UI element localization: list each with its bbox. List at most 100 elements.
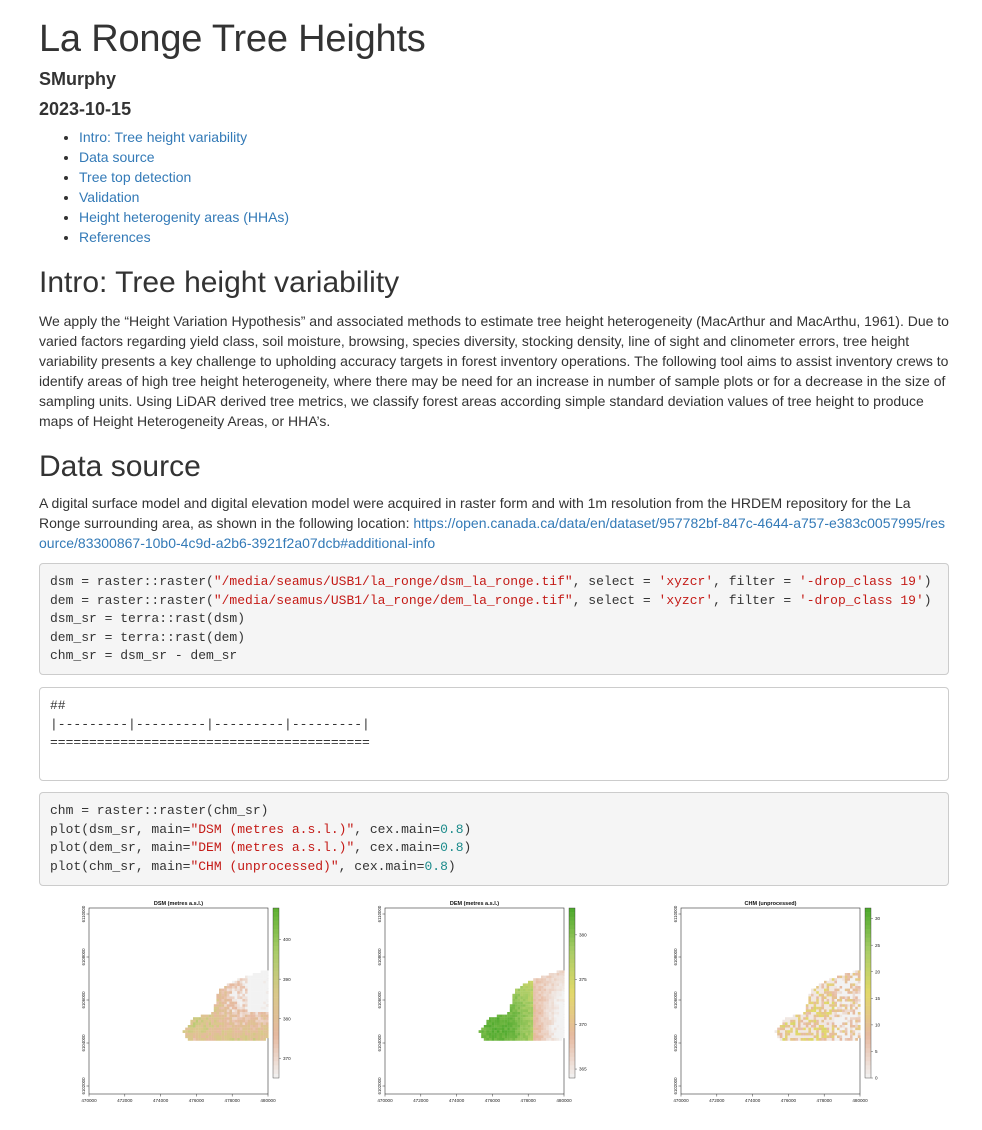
toc-link-validation[interactable]: Validation xyxy=(79,189,140,205)
legend-swatch xyxy=(865,1018,871,1023)
x-tick-label: 478000 xyxy=(521,1098,537,1103)
plot-title: DSM (metres a.s.l.) xyxy=(154,901,203,907)
intro-paragraph: We apply the “Height Variation Hypothesi… xyxy=(39,313,949,429)
legend-swatch xyxy=(273,963,279,968)
code-token: ) xyxy=(923,574,932,589)
legend-swatch xyxy=(273,929,279,934)
legend-swatch xyxy=(865,993,871,998)
legend-swatch xyxy=(865,946,871,951)
legend-swatch xyxy=(273,1010,279,1015)
code-block-plot-line: plot(dem_sr, main="DEM (metres a.s.l.)",… xyxy=(50,839,938,858)
legend-swatch xyxy=(569,920,575,926)
dsm-raster-plot: DSM (metres a.s.l.) 470000 472000 474000 476… xyxy=(81,901,291,1103)
legend-swatch xyxy=(273,1031,279,1036)
plot-title: CHM (unprocessed) xyxy=(745,901,797,907)
legend-swatch xyxy=(273,912,279,917)
legend-tick-label: 5 xyxy=(875,1049,878,1054)
toc-item: Data source xyxy=(79,147,289,167)
legend-tick-label: 365 xyxy=(579,1067,587,1072)
toc-link-references[interactable]: References xyxy=(79,229,151,245)
toc-link-data-source[interactable]: Data source xyxy=(79,149,155,165)
legend-swatch xyxy=(273,976,279,981)
x-tick-label: 474000 xyxy=(449,1098,465,1103)
toc-item: Validation xyxy=(79,187,289,207)
chm-raster-plot: CHM (unprocessed) 470000 472000 474000 47600… xyxy=(673,901,881,1103)
legend-swatch xyxy=(569,967,575,972)
legend-swatch xyxy=(865,1039,871,1045)
y-tick-label: 6102000 xyxy=(673,1077,678,1095)
legend-swatch xyxy=(273,942,279,947)
code-token: , select = xyxy=(572,592,659,608)
legend-swatch xyxy=(865,1056,871,1062)
legend-swatch xyxy=(273,1044,279,1049)
y-tick-label: 6106000 xyxy=(673,991,678,1009)
code-block-plot: chm = raster::raster(chm_sr)plot(dsm_sr,… xyxy=(39,792,949,886)
date: 2023-10-15 xyxy=(39,99,132,119)
legend-swatch xyxy=(865,920,871,926)
legend-swatch xyxy=(273,1061,279,1066)
legend-swatch xyxy=(273,1018,279,1023)
legend-swatch xyxy=(273,937,279,943)
legend-swatch xyxy=(865,980,871,985)
code-token: , cex.main= xyxy=(338,858,425,874)
code-token: "CHM (unprocessed)" xyxy=(190,858,339,874)
author: SMurphy xyxy=(39,69,117,89)
code-token: dsm_sr = terra::rast(dsm) xyxy=(50,611,246,626)
legend-swatch xyxy=(865,933,871,938)
legend-swatch xyxy=(865,1061,871,1066)
legend-swatch xyxy=(273,1022,279,1028)
raster-cells xyxy=(478,970,565,1041)
legend-swatch xyxy=(273,1039,279,1045)
code-block-plot-line: chm = raster::raster(chm_sr) xyxy=(50,802,938,821)
legend-swatch xyxy=(569,925,575,930)
code-token: ) xyxy=(463,840,472,855)
legend-swatch xyxy=(273,967,279,972)
legend-swatch xyxy=(865,1014,871,1019)
legend-swatch xyxy=(569,937,575,943)
legend-swatch xyxy=(273,1048,279,1053)
code-token: "/media/seamus/USB1/la_ronge/dem_la_rong… xyxy=(213,592,573,608)
legend-swatch xyxy=(569,980,575,985)
code-output-progress: ## |---------|---------|---------|-------… xyxy=(39,687,949,781)
legend-swatch xyxy=(569,1044,575,1049)
legend-swatch xyxy=(569,1035,575,1040)
y-tick-label: 6108000 xyxy=(673,948,678,966)
code-token: '-drop_class 19' xyxy=(798,592,924,608)
legend-swatch xyxy=(865,1035,871,1040)
legend-tick-label: 25 xyxy=(875,943,881,948)
y-tick-label: 6104000 xyxy=(377,1034,382,1052)
legend-swatch xyxy=(273,1065,279,1070)
x-tick-label: 480000 xyxy=(852,1098,868,1103)
code-token: chm_sr = dsm_sr - dem_sr xyxy=(50,648,238,663)
data-source-link[interactable]: https://open.canada.ca/data/en/dataset/9… xyxy=(39,515,945,551)
code-block-plot-line: plot(dsm_sr, main="DSM (metres a.s.l.)",… xyxy=(50,821,938,840)
x-tick-label: 472000 xyxy=(709,1098,725,1103)
legend-swatch xyxy=(865,1069,871,1074)
x-tick-label: 470000 xyxy=(81,1098,97,1103)
x-tick-label: 478000 xyxy=(817,1098,833,1103)
legend-swatch xyxy=(569,1018,575,1023)
y-tick-label: 6108000 xyxy=(81,948,86,966)
toc-link-tree-top-detection[interactable]: Tree top detection xyxy=(79,169,192,185)
y-tick-label: 6110000 xyxy=(81,905,86,922)
code-block-load-rasters-line: dem_sr = terra::rast(dem) xyxy=(50,629,938,648)
legend-swatch xyxy=(865,912,871,917)
toc-link-hhas[interactable]: Height heterogenity areas (HHAs) xyxy=(79,209,290,225)
code-block-plot-line: plot(chm_sr, main="CHM (unprocessed)", c… xyxy=(50,858,938,877)
section-heading-data-source: Data source xyxy=(39,450,201,483)
legend-swatch xyxy=(273,971,279,977)
legend-swatch xyxy=(569,912,575,917)
legend-swatch xyxy=(865,1010,871,1015)
legend-swatch xyxy=(273,993,279,998)
x-tick-label: 474000 xyxy=(153,1098,169,1103)
legend-swatch xyxy=(273,984,279,989)
legend-swatch xyxy=(569,1052,575,1057)
legend-frame xyxy=(864,907,872,1079)
code-token: , filter = xyxy=(713,592,799,608)
legend-swatch xyxy=(865,1052,871,1057)
code-token: 0.8 xyxy=(440,821,464,837)
legend-swatch xyxy=(865,1022,871,1028)
toc-link-intro[interactable]: Intro: Tree height variability xyxy=(79,129,248,145)
code-token: chm = raster::raster(chm_sr) xyxy=(50,803,269,818)
legend-swatch xyxy=(569,946,575,951)
